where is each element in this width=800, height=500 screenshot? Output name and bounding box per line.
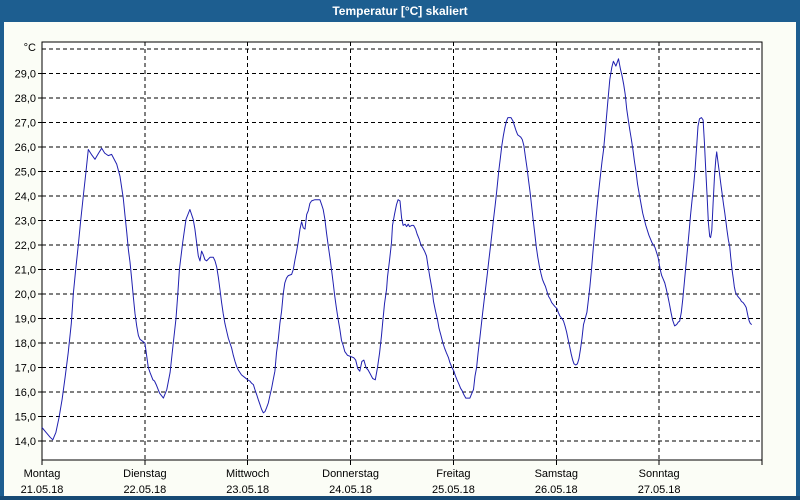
x-day-label: Donnerstag (322, 468, 379, 480)
x-date-label: 24.05.18 (329, 484, 372, 496)
x-date-label: 23.05.18 (226, 484, 269, 496)
plot-border (41, 41, 763, 461)
y-tick-label: 14,0 (15, 436, 36, 448)
title-bar: Temperatur [°C] skaliert (0, 0, 800, 22)
y-axis-unit-label: °C (24, 42, 36, 54)
x-day-label: Freitag (436, 468, 470, 480)
y-tick-label: 16,0 (15, 387, 36, 399)
y-tick-label: 18,0 (15, 338, 36, 350)
x-date-label: 22.05.18 (123, 484, 166, 496)
window-border-bottom (0, 496, 800, 500)
y-tick-label: 25,0 (15, 167, 36, 179)
y-tick-label: 15,0 (15, 412, 36, 424)
window-border-left (0, 22, 4, 500)
y-tick-label: 26,0 (15, 142, 36, 154)
y-tick-label: 27,0 (15, 118, 36, 130)
window-border-right (796, 22, 800, 500)
x-day-label: Mittwoch (226, 468, 269, 480)
x-day-label: Montag (24, 468, 61, 480)
y-tick-label: 20,0 (15, 289, 36, 301)
x-date-label: 21.05.18 (21, 484, 64, 496)
x-day-label: Samstag (535, 468, 578, 480)
y-tick-label: 23,0 (15, 216, 36, 228)
window-title: Temperatur [°C] skaliert (332, 4, 468, 18)
y-tick-label: 19,0 (15, 314, 36, 326)
x-date-label: 26.05.18 (535, 484, 578, 496)
y-tick-label: 21,0 (15, 265, 36, 277)
x-date-label: 27.05.18 (638, 484, 681, 496)
y-tick-label: 22,0 (15, 240, 36, 252)
y-tick-label: 29,0 (15, 69, 36, 81)
y-tick-label: 24,0 (15, 191, 36, 203)
x-date-label: 25.05.18 (432, 484, 475, 496)
temperature-line (41, 58, 753, 441)
x-day-label: Sonntag (639, 468, 680, 480)
y-tick-label: 17,0 (15, 363, 36, 375)
y-tick-label: 28,0 (15, 93, 36, 105)
plot-area (42, 42, 762, 460)
x-day-label: Dienstag (123, 468, 166, 480)
